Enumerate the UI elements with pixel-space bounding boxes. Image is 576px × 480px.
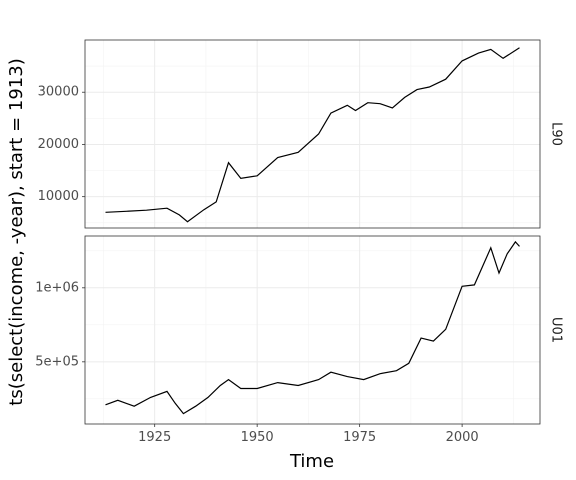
x-axis-title: Time [289,451,334,472]
y-tick-label: 30000 [38,85,79,100]
panel-grid [85,40,540,228]
panel-l90: 10000 20000 30000 L90 [38,39,564,229]
series-line-l90 [105,47,520,223]
panel-grid [85,236,540,424]
y-tick-label: 20000 [38,137,79,152]
x-tick-label: 1950 [241,430,274,445]
y-tick-label: 5e+05 [35,354,79,369]
panel-u01: 5e+05 1e+06 U01 [35,235,564,425]
y-axis-ticks: 5e+05 1e+06 [35,280,85,369]
x-axis: 1925 1950 1975 2000 [138,424,479,445]
strip-label-u01: U01 [549,317,564,343]
panel-background [85,40,540,228]
y-axis-title: ts(select(income, -year), start = 1913) [6,58,27,405]
panel-border [84,235,541,425]
panel-border [84,39,541,229]
y-axis-ticks: 10000 20000 30000 [38,85,85,204]
x-tick-label: 2000 [446,430,479,445]
x-tick-label: 1975 [343,430,376,445]
x-tick-label: 1925 [138,430,171,445]
y-tick-label: 10000 [38,189,79,204]
strip-label-l90: L90 [549,122,564,146]
panel-background [85,236,540,424]
y-tick-label: 1e+06 [35,280,79,295]
series-line-u01 [105,240,520,415]
